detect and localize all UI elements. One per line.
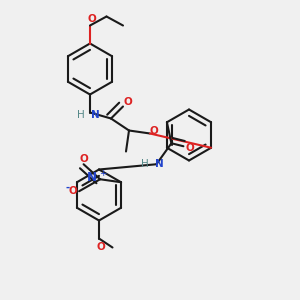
Text: N: N [87,171,97,184]
Text: N: N [155,159,164,169]
Text: O: O [96,242,105,251]
Text: O: O [123,97,132,107]
Text: O: O [149,126,158,136]
Text: H: H [77,110,85,120]
Text: -: - [66,183,70,193]
Text: +: + [99,169,107,178]
Text: O: O [87,14,96,24]
Text: O: O [185,143,194,153]
Text: N: N [91,110,99,120]
Text: O: O [68,186,77,196]
Text: H: H [141,159,149,169]
Text: O: O [79,154,88,164]
